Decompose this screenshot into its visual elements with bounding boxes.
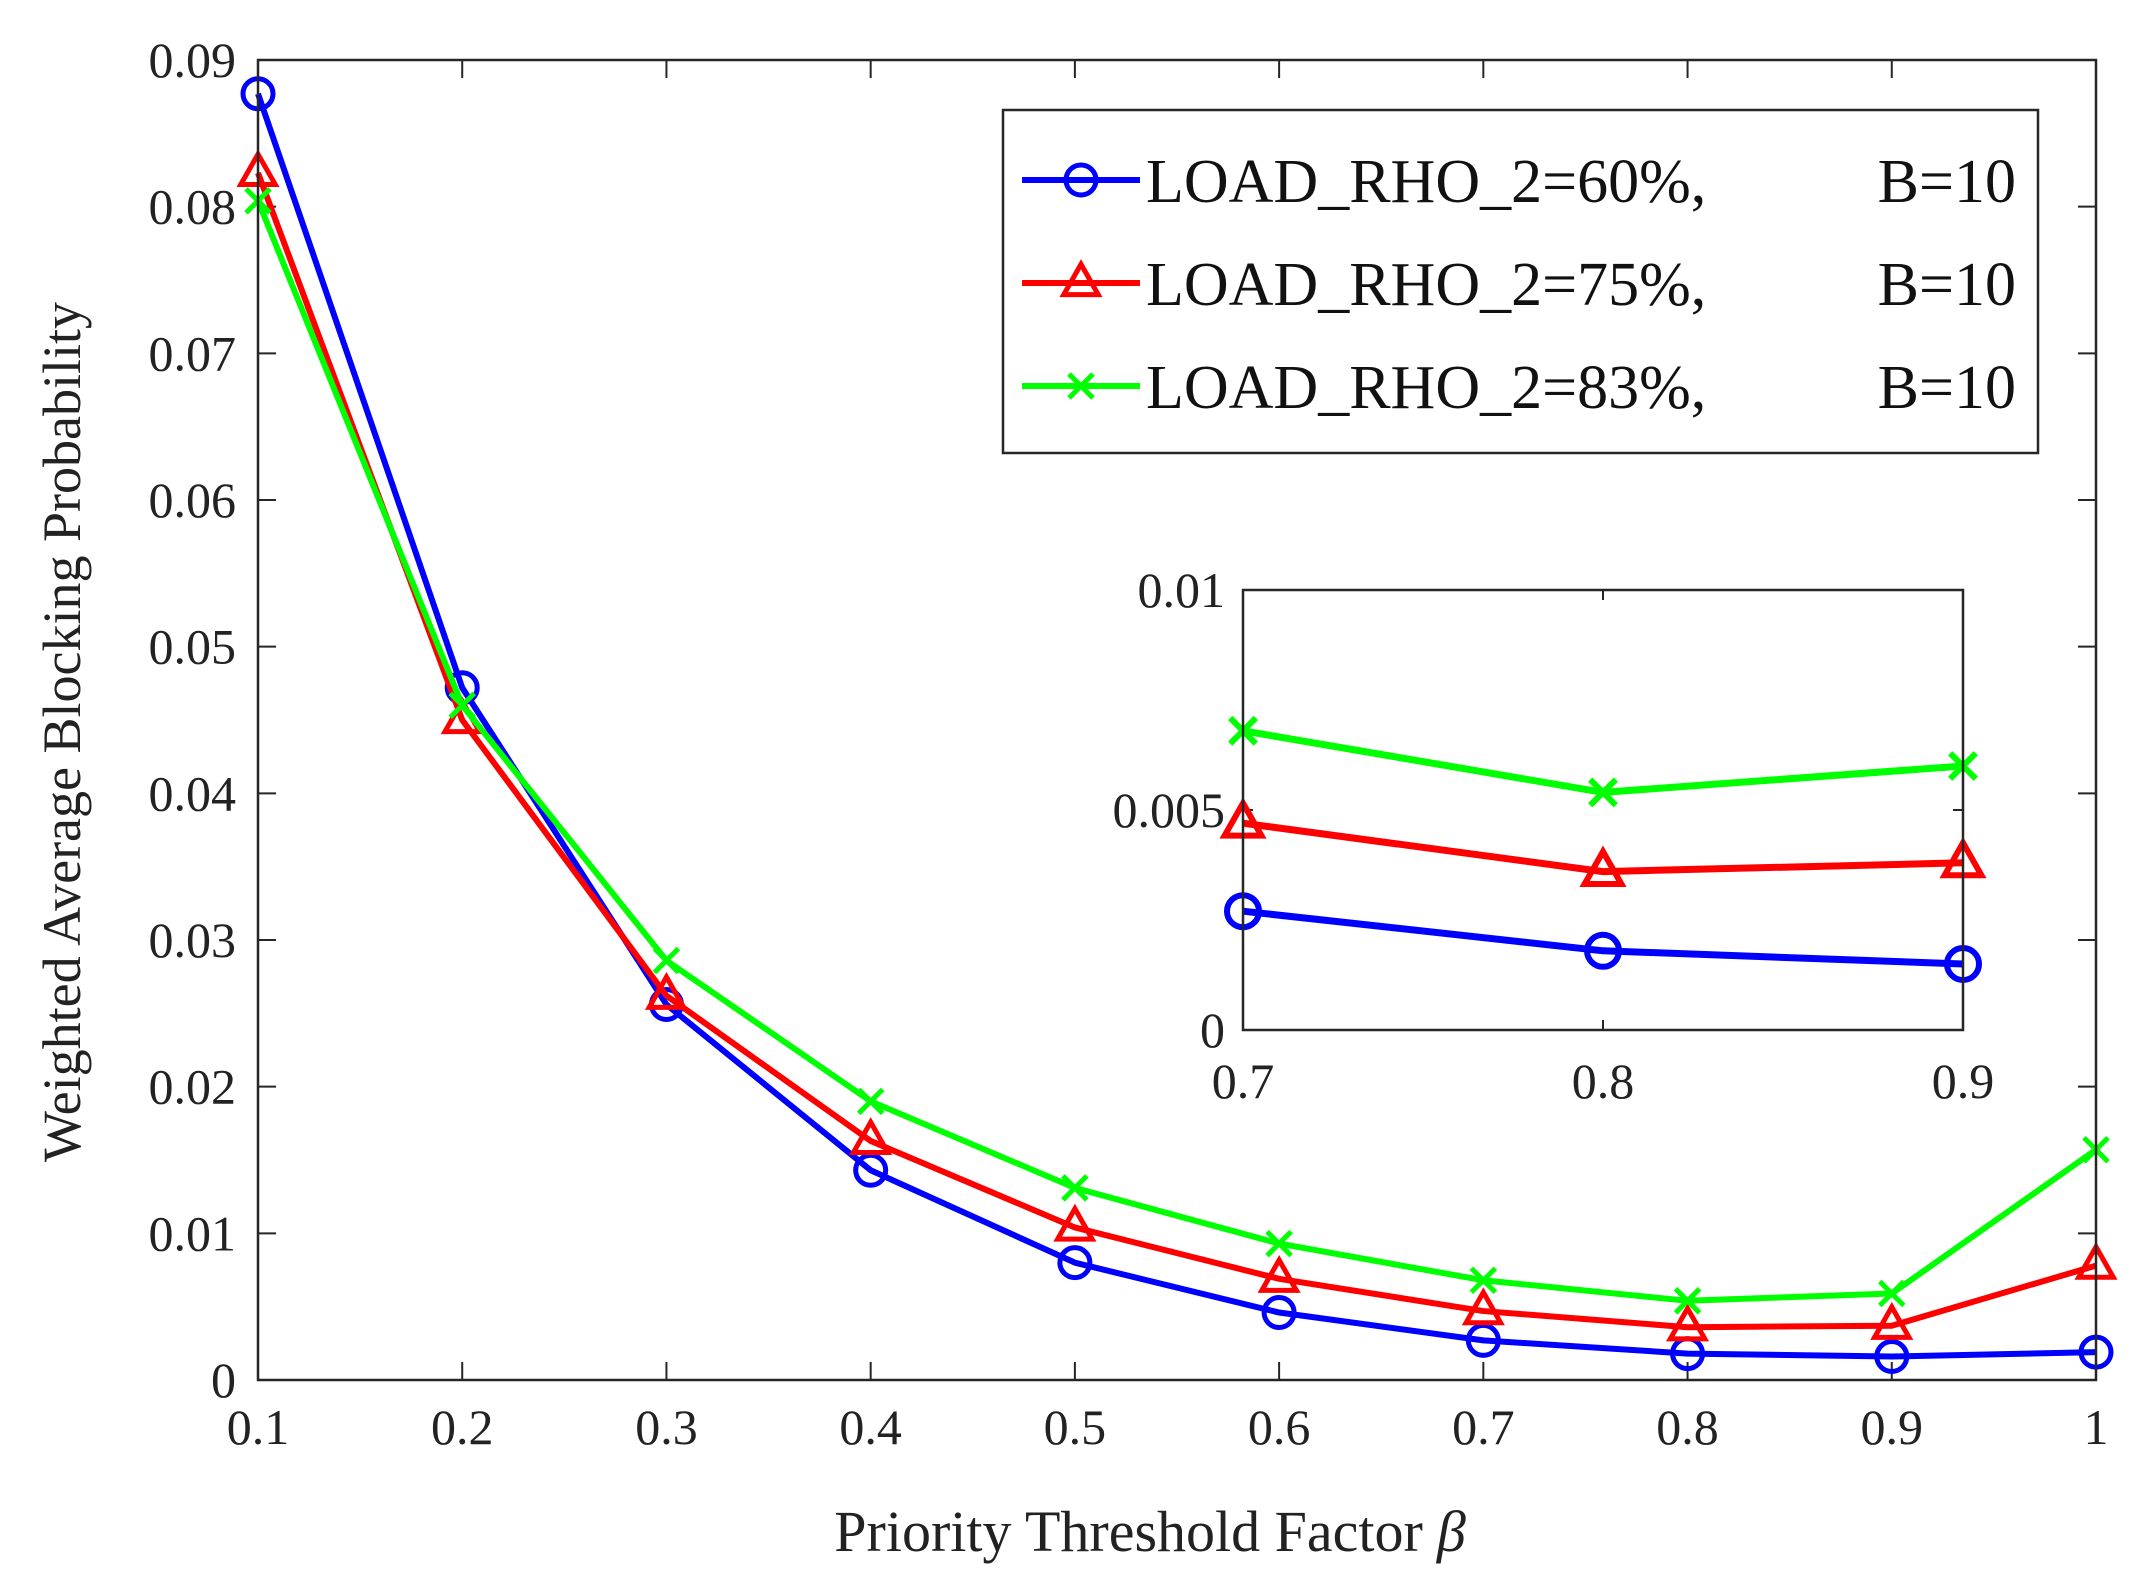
y-axis-title: Weighted Average Blocking Probability xyxy=(32,302,92,1162)
x-axis-title-symbol: β xyxy=(1436,1499,1466,1564)
inset-y-tick-label: 0 xyxy=(1200,1002,1225,1058)
inset-series-line xyxy=(1242,819,1964,876)
series-marker xyxy=(849,1117,893,1156)
series-marker xyxy=(856,1087,885,1116)
series-marker xyxy=(1465,1322,1501,1358)
series-marker xyxy=(1265,1229,1293,1258)
series-line xyxy=(255,199,2098,1304)
legend-box xyxy=(1001,108,2040,455)
series-marker xyxy=(1261,1295,1297,1331)
series-marker xyxy=(1053,1203,1097,1242)
inset-x-tick-label: 0.9 xyxy=(1932,1053,1995,1109)
main-frame-group xyxy=(256,58,2098,1382)
series-marker xyxy=(644,971,688,1010)
x-tick-label: 0.6 xyxy=(1248,1399,1311,1455)
x-tick-label: 0.3 xyxy=(635,1399,698,1455)
x-tick-label: 0.8 xyxy=(1656,1399,1719,1455)
x-axis-title: Priority Threshold Factor β xyxy=(834,1499,1466,1564)
legend-marker xyxy=(1063,162,1099,198)
legend-label: LOAD_RHO_2=83%, xyxy=(1146,354,1706,422)
series-marker xyxy=(448,691,476,720)
series-marker xyxy=(853,1152,889,1188)
x-tick-label: 0.2 xyxy=(431,1399,494,1455)
series-marker xyxy=(1874,1339,1910,1375)
series-marker xyxy=(1461,1287,1505,1326)
y-tick-label: 0 xyxy=(211,1352,236,1408)
series-line xyxy=(255,171,2097,1331)
series-marker xyxy=(1057,1245,1093,1281)
legend-label-suffix: B=10 xyxy=(1878,354,2016,422)
legend: LOAD_RHO_2=60%, B=10 LOAD_RHO_2=75%, B=10 LO… xyxy=(1001,108,2040,455)
series-marker xyxy=(1469,1266,1498,1295)
main-axes-group: 0.1 0.2 0.3 0.4 0.5 0.6 0.7 0.8 0.9 1 0 0.01 0.02 0.0… xyxy=(149,32,2109,1455)
legend-label: LOAD_RHO_2=75%, xyxy=(1146,251,1706,319)
inset-series-marker xyxy=(1579,845,1627,887)
series-marker xyxy=(1673,1287,1702,1315)
series-line xyxy=(255,92,2097,1360)
legend-label-suffix: B=10 xyxy=(1878,251,2016,319)
inset-y-tick-label: 0.01 xyxy=(1138,562,1226,618)
inset-series-marker xyxy=(1588,777,1618,808)
x-axis-title-text: Priority Threshold Factor xyxy=(834,1499,1423,1564)
legend-label-suffix: B=10 xyxy=(1878,148,2016,216)
main-series-group xyxy=(236,76,2118,1375)
y-tick-label: 0.05 xyxy=(149,619,237,675)
x-tick-label: 0.5 xyxy=(1044,1399,1107,1455)
main-plot-frame xyxy=(256,58,2098,1382)
y-tick-label: 0.04 xyxy=(149,765,237,821)
y-tick-label: 0.02 xyxy=(149,1059,237,1115)
inset-x-tick-label: 0.7 xyxy=(1212,1053,1275,1109)
legend-label: LOAD_RHO_2=60%, xyxy=(1146,148,1706,216)
x-tick-label: 0.7 xyxy=(1452,1399,1515,1455)
legend-marker xyxy=(1067,372,1095,400)
y-tick-label: 0.03 xyxy=(149,912,237,968)
x-tick-label: 0.1 xyxy=(227,1399,290,1455)
inset-frame xyxy=(1241,588,1965,1032)
inset-group: 0.7 0.8 0.9 0 0.005 0.01 xyxy=(1113,562,1995,1109)
series-marker xyxy=(1061,1174,1089,1202)
x-tick-label: 0.4 xyxy=(839,1399,902,1455)
x-tick-label: 1 xyxy=(2084,1399,2109,1455)
inset-series-line xyxy=(1242,907,1964,968)
y-tick-label: 0.01 xyxy=(149,1205,237,1261)
series-marker xyxy=(1878,1279,1906,1308)
inset-series-marker xyxy=(1584,931,1622,970)
legend-marker xyxy=(1059,259,1103,298)
inset-y-tick-label: 0.005 xyxy=(1113,782,1226,838)
y-tick-label: 0.07 xyxy=(149,325,237,381)
series-marker xyxy=(652,946,681,975)
y-tick-label: 0.06 xyxy=(149,472,237,528)
series-marker xyxy=(1870,1301,1914,1340)
series-marker xyxy=(1257,1254,1301,1293)
y-tick-label: 0.08 xyxy=(149,179,237,235)
y-tick-label: 0.09 xyxy=(149,32,237,88)
inset-x-tick-label: 0.8 xyxy=(1572,1053,1635,1109)
x-tick-label: 0.9 xyxy=(1861,1399,1924,1455)
series-marker xyxy=(1666,1303,1710,1342)
